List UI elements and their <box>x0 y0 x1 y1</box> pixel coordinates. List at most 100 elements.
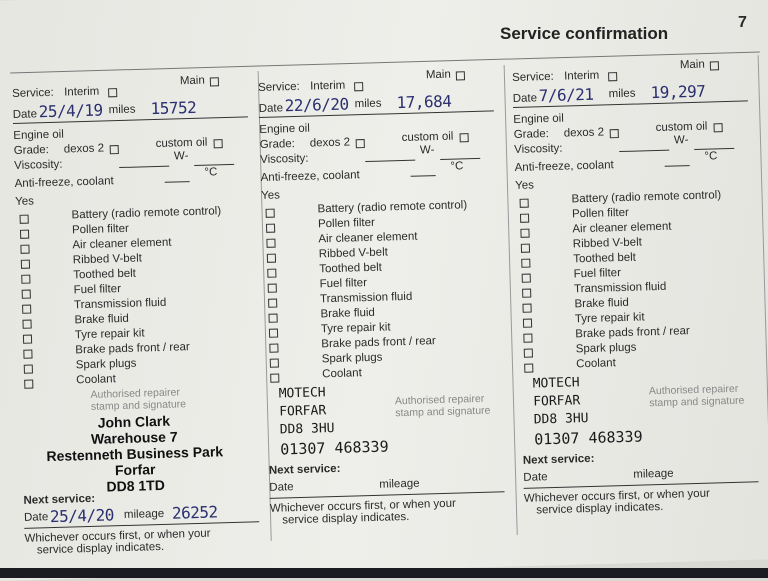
service-record-1: Service: Interim Main Date 25/4/19 miles 15752… <box>12 71 272 556</box>
viscosity-label: Viscosity: <box>260 152 309 166</box>
checkbox <box>19 229 30 239</box>
checklist-label: Pollen filter <box>571 206 630 221</box>
yes-label: Yes <box>515 179 535 192</box>
dealer-handwritten-line: DD8 3HU <box>279 421 335 438</box>
page-title: Service confirmation <box>500 24 669 43</box>
interim-label: Interim <box>63 85 100 99</box>
checkbox <box>24 379 34 389</box>
next-service-label: Next service: <box>23 492 96 507</box>
checkbox <box>22 319 32 329</box>
checklist-label: Pollen filter <box>317 216 376 231</box>
checklist-label: Tyre repair kit <box>320 321 391 336</box>
viscosity-blank-2 <box>439 147 481 160</box>
service-date: 7/6/21 <box>538 84 594 106</box>
dexos-label: dexos 2 <box>309 136 351 150</box>
checkbox <box>522 318 533 328</box>
w-label: W- <box>673 134 689 147</box>
checklist-label: Brake fluid <box>74 312 130 327</box>
interim-label: Interim <box>309 79 346 93</box>
interim-checkbox <box>608 72 618 82</box>
custom-oil-checkbox <box>713 123 723 133</box>
antifreeze-label: Anti-freeze, coolant <box>14 175 114 190</box>
checklist-label: Ribbed V-belt <box>72 252 143 267</box>
service-record-2: Service: Interim Main Date 22/6/20 miles 17,68… <box>258 65 518 535</box>
checkbox <box>269 343 279 353</box>
antifreeze-label: Anti-freeze, coolant <box>514 159 614 174</box>
main-label: Main <box>179 74 205 88</box>
checklist-label: Spark plugs <box>75 357 137 372</box>
dealer-handwritten-line: MOTECH <box>278 385 326 402</box>
custom-oil-label: custom oil <box>401 130 454 145</box>
miles-label: miles <box>108 103 136 117</box>
checkbox <box>265 208 275 218</box>
checkbox <box>266 253 277 263</box>
checklist-label: Toothed belt <box>73 267 137 282</box>
checklist-label: Pollen filter <box>71 222 130 237</box>
main-checkbox <box>709 61 720 71</box>
checkbox <box>270 373 280 383</box>
w-label: W- <box>173 150 189 163</box>
checklist-label: Spark plugs <box>575 341 637 356</box>
next-mileage-label: mileage <box>633 467 674 481</box>
next-mileage-label: mileage <box>379 477 420 491</box>
dexos-label: dexos 2 <box>63 142 105 156</box>
checklist-label: Ribbed V-belt <box>318 246 389 261</box>
next-date-label: Date <box>269 481 294 494</box>
checkbox <box>23 364 33 374</box>
grade-label: Grade: <box>259 137 296 151</box>
yes-label: Yes <box>261 189 281 202</box>
checkbox <box>265 223 276 233</box>
engine-oil-label: Engine oil <box>259 122 311 136</box>
checklist-label: Air cleaner element <box>318 230 418 246</box>
main-checkbox <box>209 77 220 87</box>
yes-label: Yes <box>15 195 35 208</box>
service-miles: 17,684 <box>396 91 452 113</box>
antifreeze-blank <box>410 167 436 177</box>
checklist-label: Transmission fluid <box>73 296 167 312</box>
viscosity-blank <box>118 155 170 169</box>
service-label: Service: <box>512 70 554 84</box>
service-label: Service: <box>258 80 300 94</box>
checkbox <box>268 328 279 338</box>
custom-oil-label: custom oil <box>155 136 208 151</box>
checklist-label: Toothed belt <box>319 261 383 276</box>
checklist-label: Tyre repair kit <box>574 311 645 326</box>
viscosity-blank <box>618 139 670 153</box>
checklist-label: Air cleaner element <box>572 220 672 236</box>
celsius-label: °C <box>704 150 718 163</box>
next-service-label: Next service: <box>268 462 341 477</box>
checkbox <box>520 243 531 253</box>
dealer-stamp: Authorised repairer stamp and signature MO… <box>266 378 503 465</box>
dealer-handwritten-line: DD8 3HU <box>533 411 589 428</box>
dealer-handwritten-line: FORFAR <box>533 393 581 410</box>
checkbox <box>268 313 278 323</box>
checkbox <box>22 334 33 344</box>
page-number: 7 <box>738 14 747 31</box>
checkbox <box>266 238 276 248</box>
checkbox <box>21 274 31 284</box>
checkbox <box>522 303 532 313</box>
checklist-label: Spark plugs <box>321 351 383 366</box>
checkbox <box>523 333 533 343</box>
custom-oil-label: custom oil <box>655 120 708 135</box>
engine-oil-label: Engine oil <box>13 128 65 142</box>
service-record-3: Service: Interim Main Date 7/6/21 miles 19,297… <box>512 55 768 525</box>
stamp-label-2: stamp and signature <box>649 394 745 410</box>
dealer-stamp: Authorised repairer stamp and signature MO… <box>520 368 757 455</box>
checkbox <box>521 273 531 283</box>
main-label: Main <box>679 58 705 72</box>
dealer-handwritten-line: 01307 468339 <box>534 427 643 449</box>
main-label: Main <box>425 68 451 82</box>
miles-label: miles <box>608 87 636 101</box>
checkbox <box>269 358 279 368</box>
checkbox <box>268 298 278 308</box>
celsius-label: °C <box>450 160 464 173</box>
custom-oil-checkbox <box>459 133 469 143</box>
checkbox <box>267 283 277 293</box>
dexos-label: dexos 2 <box>563 126 605 140</box>
checklist-label: Transmission fluid <box>319 290 413 306</box>
checklist-label: Brake pads front / rear <box>321 335 436 351</box>
checkbox <box>20 259 31 269</box>
grade-label: Grade: <box>13 143 50 157</box>
checkbox <box>21 289 31 299</box>
